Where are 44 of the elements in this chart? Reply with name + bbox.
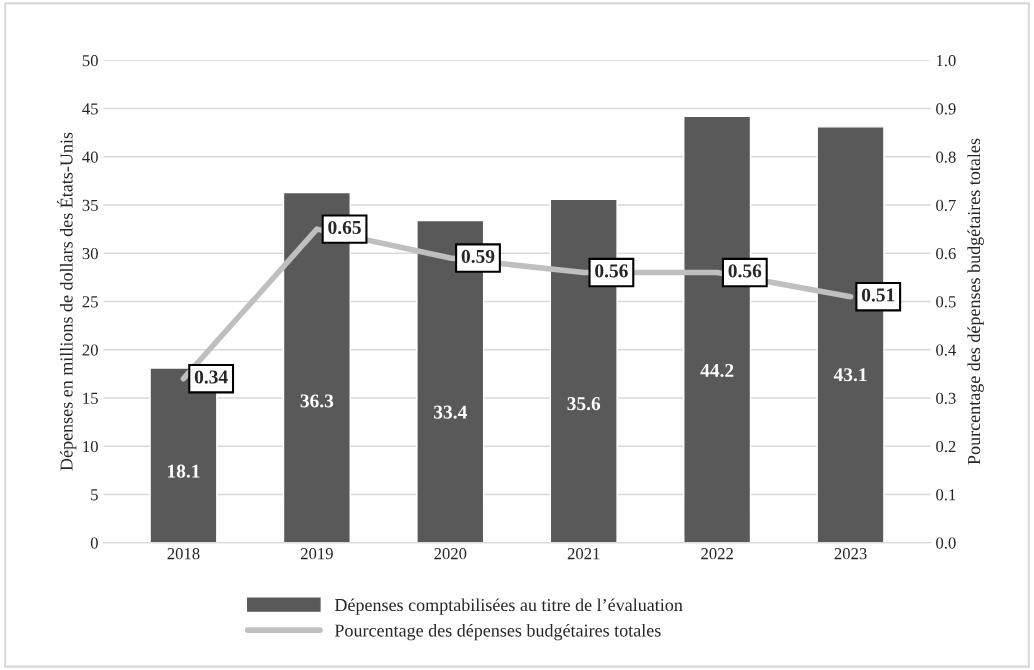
y2-tick-label: 0.4: [936, 344, 957, 356]
data-label: 0.34: [194, 370, 228, 384]
y-tick-label: 50: [82, 55, 98, 67]
data-label: 43.1: [833, 368, 867, 382]
y-tick-label: 5: [91, 489, 98, 501]
y-tick-label: 20: [82, 344, 98, 356]
x-tick-label: 2019: [300, 548, 333, 560]
data-label: 0.65: [328, 220, 361, 235]
y-tick-label: 0: [90, 537, 98, 549]
legend-label: Dépenses comptabilisées au titre de l’évaluation: [334, 598, 683, 615]
y-tick-label: 25: [82, 296, 98, 308]
y-tick-label: 45: [82, 103, 98, 115]
data-label: 18.1: [168, 464, 200, 478]
data-label: 0.51: [861, 288, 895, 302]
y2-tick-label: 0.3: [936, 392, 956, 404]
data-label: 0.56: [728, 264, 762, 278]
y-tick-label: 10: [83, 440, 98, 453]
x-tick-label: 2022: [701, 548, 733, 560]
y2-tick-label: 0.8: [936, 151, 956, 163]
legend-label: Pourcentage des dépenses budgétaires totales: [334, 623, 661, 641]
x-tick-label: 2023: [834, 548, 867, 560]
y2-tick-label: 0.1: [936, 489, 956, 501]
y-tick-label: 35: [82, 199, 98, 211]
y2-tick-label: 0.6: [936, 247, 956, 260]
data-label: 33.4: [434, 405, 467, 419]
x-tick-label: 2018: [167, 548, 200, 560]
data-label: 35.6: [567, 397, 601, 411]
data-label: 0.59: [461, 249, 495, 264]
data-label: 36.3: [300, 394, 334, 408]
y-axis-title: Dépenses en millions de dollars des États-Unis: [57, 132, 77, 471]
y2-tick-label: 0.9: [936, 103, 956, 115]
data-label: 44.2: [700, 363, 734, 378]
y2-tick-label: 0.2: [936, 440, 956, 453]
y2-tick-label: 1.0: [936, 55, 956, 67]
x-tick-label: 2021: [567, 548, 600, 560]
y2-tick-label: 0.7: [936, 199, 956, 212]
y2-axis-title: Pourcentage des dépenses budgétaires totales: [967, 138, 984, 465]
y-tick-label: 40: [82, 151, 98, 163]
x-tick-label: 2020: [434, 548, 467, 560]
y-tick-label: 15: [83, 392, 98, 404]
y-tick-label: 30: [82, 247, 98, 260]
y2-tick-label: 0.0: [936, 537, 956, 549]
data-label: 0.56: [595, 264, 628, 278]
y2-tick-label: 0.5: [936, 296, 956, 308]
